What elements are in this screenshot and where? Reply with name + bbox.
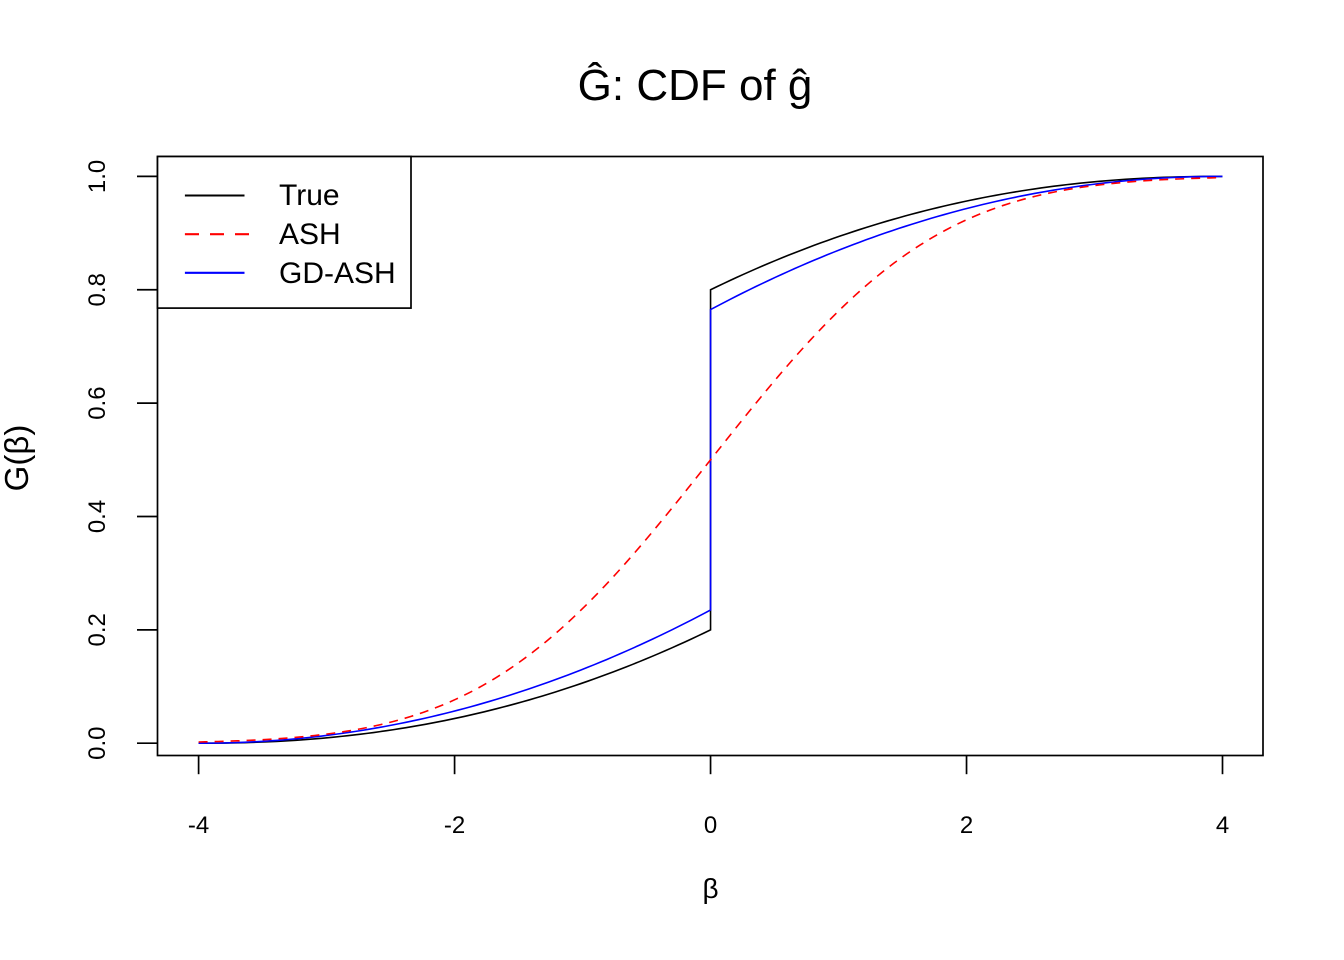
svg-text:0.0: 0.0 bbox=[84, 727, 111, 760]
svg-text:0.8: 0.8 bbox=[84, 273, 111, 306]
svg-text:0.4: 0.4 bbox=[84, 500, 111, 533]
svg-text:0.6: 0.6 bbox=[84, 386, 111, 419]
svg-text:-4: -4 bbox=[188, 812, 209, 839]
svg-text:1.0: 1.0 bbox=[84, 160, 111, 193]
svg-text:0: 0 bbox=[704, 812, 717, 839]
svg-text:Ĝ: CDF of ĝ: Ĝ: CDF of ĝ bbox=[578, 60, 813, 110]
svg-text:G(β): G(β) bbox=[0, 425, 35, 492]
svg-text:True: True bbox=[279, 179, 340, 212]
svg-text:-2: -2 bbox=[444, 812, 465, 839]
svg-text:2: 2 bbox=[960, 812, 973, 839]
svg-text:ASH: ASH bbox=[279, 218, 341, 251]
svg-text:GD-ASH: GD-ASH bbox=[279, 257, 396, 290]
svg-text:4: 4 bbox=[1216, 812, 1229, 839]
svg-text:0.2: 0.2 bbox=[84, 613, 111, 646]
svg-text:β: β bbox=[702, 873, 718, 904]
